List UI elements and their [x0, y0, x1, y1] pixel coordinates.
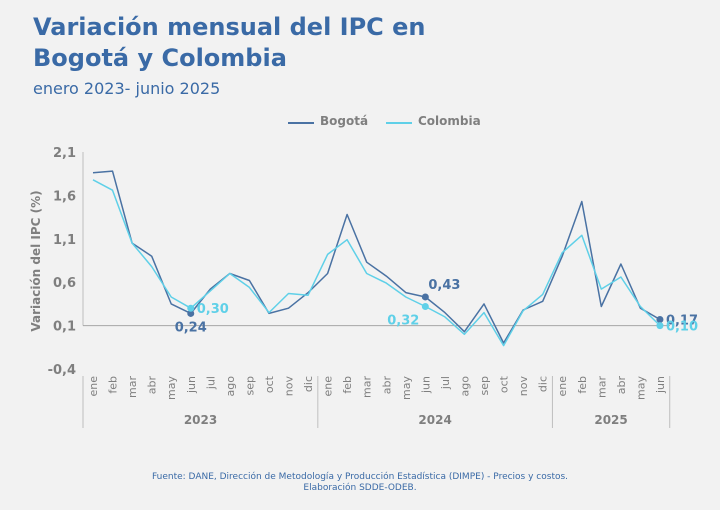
x-tick-label: jul — [439, 376, 452, 390]
data-label: 0,43 — [428, 278, 460, 293]
x-tick-label: mar — [126, 376, 139, 398]
data-point-marker — [421, 303, 429, 311]
x-tick-label: dic — [302, 376, 315, 392]
series-line-bogota — [92, 170, 661, 344]
x-tick-label: may — [400, 376, 413, 400]
y-tick-label: -0,4 — [48, 363, 76, 378]
x-tick-label: dic — [537, 376, 550, 392]
year-label: 2025 — [594, 413, 627, 427]
chart-title-line2: Bogotá y Colombia — [33, 44, 287, 72]
x-tick-label: ene — [556, 376, 569, 397]
x-tick-label: sep — [243, 376, 256, 395]
source-line2: Elaboración SDDE-ODEB. — [303, 483, 417, 493]
x-tick-label: jun — [185, 376, 198, 394]
data-point-marker — [187, 309, 195, 317]
x-tick-label: may — [165, 376, 178, 400]
legend-swatch-bogota — [288, 122, 314, 124]
x-tick-label: ene — [87, 376, 100, 397]
x-tick-label: mar — [595, 376, 608, 398]
legend-label-colombia: Colombia — [418, 114, 481, 128]
chart-title: Variación mensual del IPC en Bogotá y Co… — [33, 12, 553, 74]
chart-title-line1: Variación mensual del IPC en — [33, 13, 426, 41]
data-point-marker — [187, 304, 195, 312]
chart-subtitle: enero 2023- junio 2025 — [33, 79, 221, 98]
legend-swatch-colombia — [386, 122, 412, 124]
x-tick-label: nov — [283, 376, 296, 397]
source-note: Fuente: DANE, Dirección de Metodología y… — [0, 472, 720, 494]
x-tick-label: jun — [419, 376, 432, 394]
x-tick-label: abr — [615, 376, 628, 395]
data-point-marker — [421, 293, 429, 301]
x-tick-label: jul — [204, 376, 217, 390]
x-tick-label: abr — [146, 376, 159, 395]
year-label: 2023 — [184, 413, 217, 427]
y-tick-label: 1,1 — [53, 233, 76, 248]
x-tick-label: abr — [380, 376, 393, 395]
y-axis-title: Variación del IPC (%) — [29, 190, 43, 331]
x-tick-label: ene — [322, 376, 335, 397]
x-tick-label: mar — [361, 376, 374, 398]
x-tick-label: ago — [224, 376, 237, 397]
y-tick-label: 1,6 — [53, 189, 76, 204]
data-label: 0,17 — [666, 314, 698, 329]
legend-label-bogota: Bogotá — [320, 114, 369, 128]
data-point-marker — [656, 316, 664, 324]
year-label: 2024 — [418, 413, 451, 427]
x-tick-label: nov — [517, 376, 530, 397]
data-label: 0,10 — [666, 320, 698, 335]
x-tick-label: ago — [458, 376, 471, 397]
x-tick-label: feb — [107, 376, 120, 394]
x-tick-label: oct — [263, 375, 276, 393]
x-tick-label: oct — [498, 375, 511, 393]
y-tick-label: 0,6 — [53, 276, 76, 291]
x-tick-label: feb — [341, 376, 354, 394]
series-line-colombia — [92, 179, 661, 347]
y-tick-label: 2,1 — [53, 146, 76, 161]
data-label: 0,24 — [175, 320, 207, 335]
data-point-marker — [656, 322, 664, 330]
data-label: 0,32 — [387, 314, 419, 329]
x-tick-label: feb — [576, 376, 589, 394]
x-tick-label: jun — [654, 376, 667, 394]
line-chart: 2,1 1,6 1,1 0,6 0,1 -0,4 Variación del IPC (%)… — [29, 146, 698, 428]
x-tick-label: sep — [478, 376, 491, 395]
y-tick-label: 0,1 — [53, 320, 76, 335]
data-label: 0,30 — [197, 302, 229, 317]
source-line1: Fuente: DANE, Dirección de Metodología y… — [151, 472, 569, 482]
x-tick-label: may — [634, 376, 647, 400]
